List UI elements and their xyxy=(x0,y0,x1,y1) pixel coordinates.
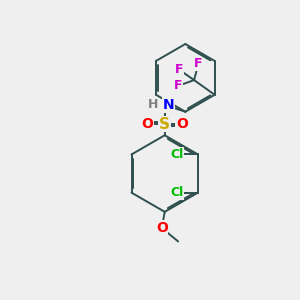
Text: Cl: Cl xyxy=(170,148,183,161)
Text: S: S xyxy=(159,117,170,132)
Text: O: O xyxy=(156,221,168,235)
Text: N: N xyxy=(162,98,174,112)
Text: F: F xyxy=(174,80,182,92)
Text: O: O xyxy=(142,117,154,131)
Text: O: O xyxy=(176,117,188,131)
Text: F: F xyxy=(194,57,203,70)
Text: F: F xyxy=(175,63,184,76)
Text: H: H xyxy=(148,98,159,111)
Text: Cl: Cl xyxy=(170,186,183,199)
